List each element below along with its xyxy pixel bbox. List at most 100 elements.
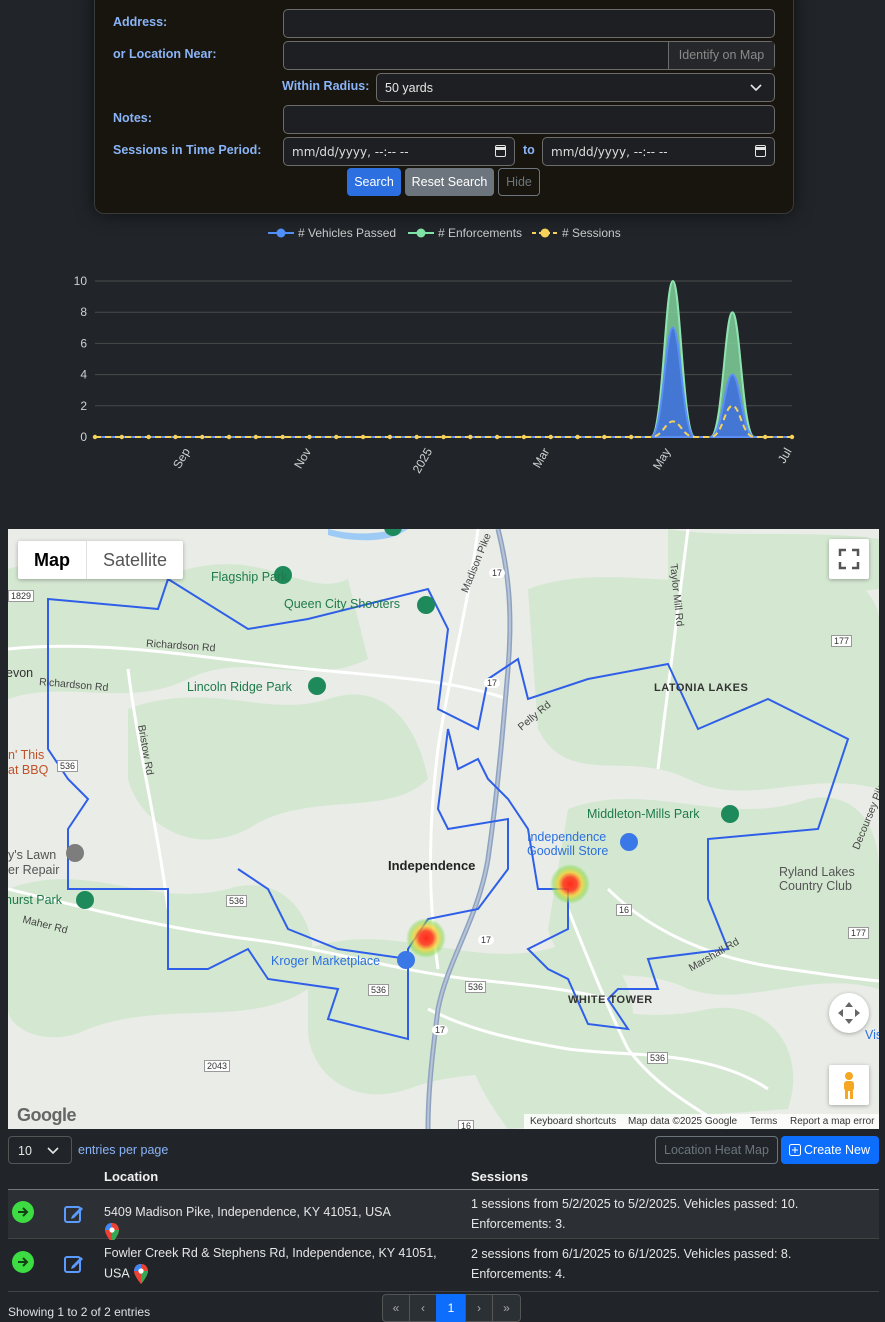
place-flagship-park[interactable]: Flagship Park bbox=[211, 570, 288, 584]
terms-link[interactable]: Terms bbox=[750, 1116, 778, 1127]
sessions-point bbox=[173, 434, 178, 440]
camera-control-button[interactable] bbox=[829, 993, 869, 1033]
route-17-shield: 17 bbox=[484, 678, 501, 688]
time-period-label: Sessions in Time Period: bbox=[113, 143, 262, 157]
edit-button[interactable] bbox=[63, 1253, 85, 1275]
row-sessions: 2 sessions from 6/1/2025 to 6/1/2025. Ve… bbox=[471, 1247, 792, 1281]
place-independence[interactable]: Independence bbox=[388, 858, 476, 873]
edit-icon bbox=[64, 1206, 83, 1223]
legend-enforcements[interactable]: # Enforcements bbox=[408, 226, 522, 240]
go-to-session-button[interactable] bbox=[12, 1201, 34, 1223]
create-new-button[interactable]: Create New bbox=[781, 1136, 879, 1164]
chevron-down-icon bbox=[750, 84, 762, 92]
location-heat-map-button[interactable]: Location Heat Map bbox=[655, 1136, 778, 1164]
y-tick-label: 2 bbox=[80, 399, 87, 413]
google-maps-pin-icon[interactable] bbox=[133, 1263, 149, 1285]
end-date-input[interactable]: mm/dd/yyyy, --:-- -- bbox=[542, 137, 775, 166]
address-input[interactable] bbox=[283, 9, 775, 38]
keyboard-shortcuts-link[interactable]: Keyboard shortcuts bbox=[530, 1116, 617, 1127]
place-goodwill-store[interactable]: Independence Goodwill Store bbox=[527, 830, 609, 858]
legend-sessions-marker bbox=[532, 228, 558, 238]
route-2043-shield: 2043 bbox=[204, 1060, 231, 1072]
heat-spot bbox=[550, 864, 590, 904]
report-map-error-link[interactable]: Report a map error bbox=[790, 1116, 875, 1127]
sessions-point bbox=[334, 434, 339, 440]
start-date-input[interactable]: mm/dd/yyyy, --:-- -- bbox=[283, 137, 515, 166]
create-new-label: Create New bbox=[804, 1143, 870, 1157]
street-view-pegman[interactable] bbox=[829, 1065, 869, 1105]
calendar-icon[interactable] bbox=[755, 145, 766, 157]
route-536-shield: 536 bbox=[465, 981, 487, 993]
route-536-shield: 536 bbox=[368, 984, 390, 996]
entries-per-page-label: entries per page bbox=[78, 1143, 169, 1157]
place-queen-city-shooters[interactable]: Queen City Shooters bbox=[284, 597, 401, 611]
radius-select[interactable]: 50 yards bbox=[376, 73, 775, 102]
arrow-right-icon bbox=[18, 1207, 29, 1217]
sessions-point bbox=[789, 434, 795, 440]
google-logo: Google bbox=[17, 1105, 77, 1125]
map-data-attribution: Map data ©2025 Google bbox=[628, 1116, 738, 1127]
go-to-session-button[interactable] bbox=[12, 1251, 34, 1273]
fullscreen-icon bbox=[838, 548, 860, 570]
sessions-line bbox=[95, 404, 792, 438]
fullscreen-button[interactable] bbox=[829, 539, 869, 579]
location-label: or Location Near: bbox=[113, 47, 217, 61]
notes-input[interactable] bbox=[283, 105, 775, 134]
sessions-point bbox=[575, 434, 580, 440]
notes-label: Notes: bbox=[113, 111, 152, 125]
place-kroger-marketplace[interactable]: Kroger Marketplace bbox=[271, 954, 381, 968]
place-hurst-park[interactable]: hurst Park bbox=[8, 893, 62, 907]
sessions-point bbox=[119, 434, 125, 440]
route-177-shield: 177 bbox=[831, 635, 853, 647]
route-17-shield: 17 bbox=[489, 568, 506, 578]
legend-vehicles[interactable]: # Vehicles Passed bbox=[268, 226, 396, 240]
hide-button[interactable]: Hide bbox=[498, 168, 540, 196]
search-form: Address: or Location Near: Identify on M… bbox=[94, 0, 794, 214]
place-latonia-lakes[interactable]: LATONIA LAKES bbox=[654, 682, 749, 694]
place-middleton-mills-park[interactable]: Middleton-Mills Park bbox=[587, 807, 700, 821]
edit-button[interactable] bbox=[63, 1203, 85, 1225]
place-ryland-lakes[interactable]: Ryland Lakes Country Club bbox=[779, 865, 855, 893]
map-tab[interactable]: Map bbox=[34, 550, 70, 570]
map-view[interactable]: Flagship Park Queen City Shooters Lincol… bbox=[8, 529, 879, 1129]
page-size-select[interactable]: 10 bbox=[8, 1136, 72, 1164]
x-tick-label: Mar bbox=[530, 446, 552, 471]
prev-page-button[interactable]: ‹ bbox=[409, 1294, 437, 1322]
location-text: 5409 Madison Pike, Independence, KY 4105… bbox=[104, 1205, 391, 1219]
edit-icon bbox=[64, 1256, 83, 1273]
route-536-shield: 536 bbox=[226, 895, 248, 907]
legend-vehicles-label: # Vehicles Passed bbox=[298, 226, 397, 240]
identify-on-map-button[interactable]: Identify on Map bbox=[668, 42, 774, 69]
last-page-button[interactable]: » bbox=[492, 1294, 521, 1322]
legend-enforcements-marker bbox=[408, 228, 434, 238]
page-1-button[interactable]: 1 bbox=[436, 1294, 466, 1322]
page-size-value: 10 bbox=[18, 1144, 32, 1158]
next-page-button[interactable]: › bbox=[465, 1294, 493, 1322]
place-white-tower[interactable]: WHITE TOWER bbox=[568, 994, 653, 1006]
table-summary: Showing 1 to 2 of 2 entries bbox=[8, 1305, 151, 1319]
calendar-icon[interactable] bbox=[495, 145, 506, 157]
enforcements-area bbox=[95, 279, 792, 438]
route-16-shield: 16 bbox=[458, 1120, 475, 1129]
column-sessions[interactable]: Sessions bbox=[471, 1169, 529, 1184]
sessions-point bbox=[628, 434, 634, 440]
first-page-button[interactable]: « bbox=[382, 1294, 410, 1322]
sessions-point bbox=[548, 434, 553, 440]
sessions-point bbox=[200, 434, 205, 440]
place-lincoln-ridge-park[interactable]: Lincoln Ridge Park bbox=[187, 680, 292, 694]
route-177-shield: 177 bbox=[848, 927, 870, 939]
location-input[interactable]: Identify on Map bbox=[283, 41, 775, 70]
x-tick-label: 2025 bbox=[410, 445, 436, 475]
google-maps-pin-icon[interactable] bbox=[104, 1222, 120, 1244]
row-sessions: 1 sessions from 5/2/2025 to 5/2/2025. Ve… bbox=[471, 1197, 799, 1231]
sessions-point bbox=[387, 434, 393, 440]
move-arrows-icon bbox=[838, 1002, 860, 1024]
column-location[interactable]: Location bbox=[104, 1169, 159, 1184]
heat-spot bbox=[406, 918, 446, 958]
search-button[interactable]: Search bbox=[347, 168, 401, 196]
radius-label: Within Radius: bbox=[282, 79, 370, 93]
legend-enforcements-label: # Enforcements bbox=[438, 226, 523, 240]
reset-search-button[interactable]: Reset Search bbox=[405, 168, 494, 196]
satellite-tab[interactable]: Satellite bbox=[86, 541, 183, 579]
legend-sessions[interactable]: # Sessions bbox=[532, 226, 621, 240]
